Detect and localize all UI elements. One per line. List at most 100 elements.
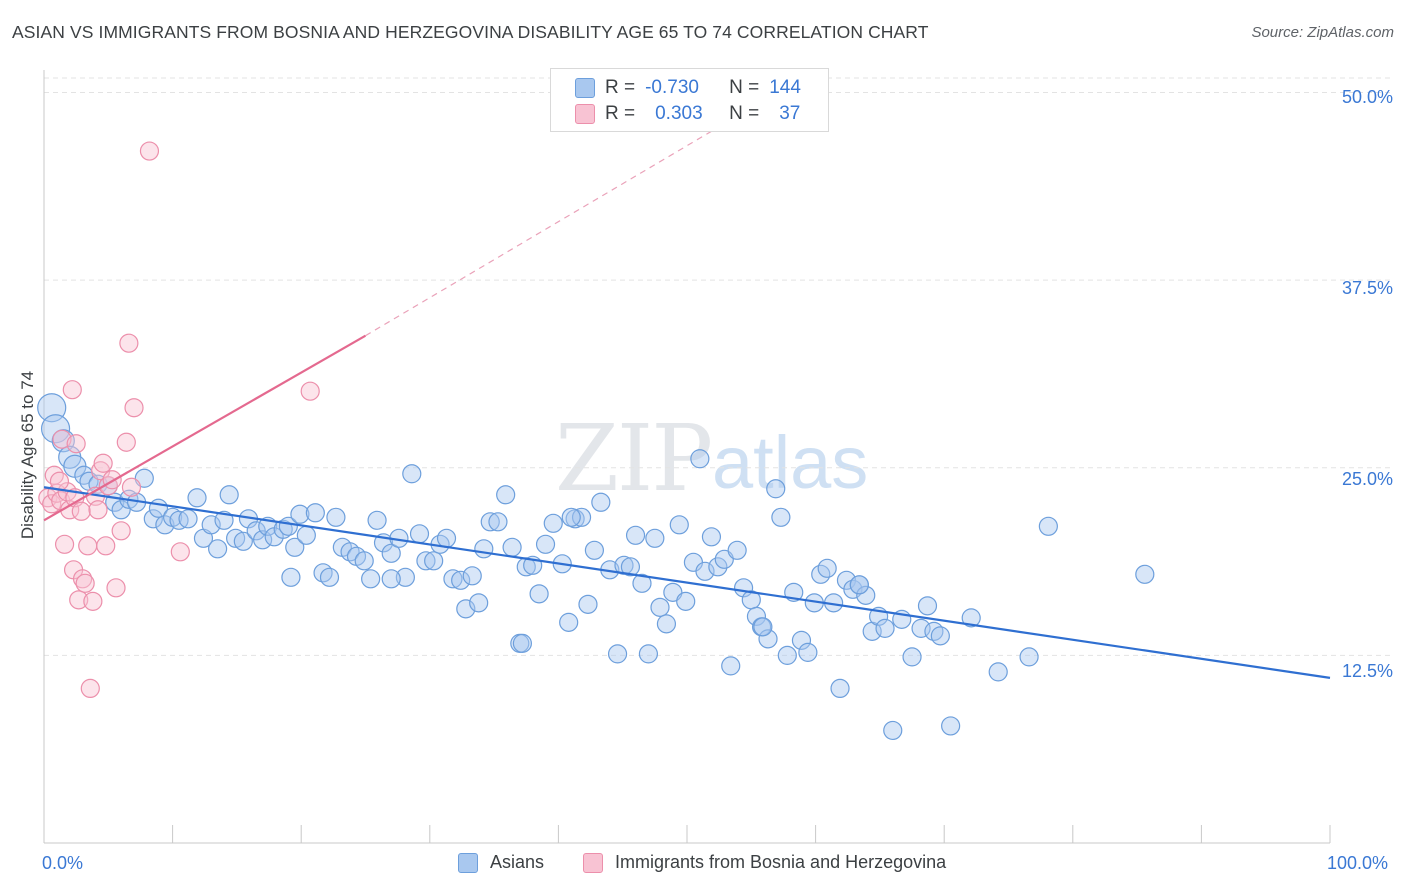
asians-point — [469, 593, 489, 613]
n-value: 144 — [769, 77, 801, 98]
asians-point — [326, 507, 346, 527]
y-axis-label: Disability Age 65 to 74 — [18, 370, 37, 540]
asians-point — [561, 507, 581, 527]
r-value: 0.303 — [655, 103, 703, 124]
asians-point — [512, 633, 532, 653]
asians-point — [502, 537, 522, 557]
asians-point — [771, 507, 791, 527]
legend-item-bosnia[interactable]: Immigrants from Bosnia and Herzegovina — [583, 852, 946, 873]
asians-point — [214, 510, 234, 530]
asians-point — [638, 644, 659, 664]
asians-point — [1135, 564, 1155, 584]
bosnia-trendline-extension — [365, 91, 778, 337]
legend-label: Asians — [490, 852, 545, 872]
asians-point — [361, 569, 381, 589]
r-value: -0.730 — [645, 77, 699, 98]
asians-point — [875, 618, 895, 638]
asians-point — [226, 528, 246, 548]
asians-point — [721, 656, 741, 676]
asians-point — [559, 612, 579, 632]
asians-point — [791, 630, 812, 650]
y-tick-label-50: 50.0% — [1341, 87, 1393, 107]
source-credit: Source: ZipAtlas.com — [1251, 24, 1394, 41]
asians-point — [178, 509, 198, 529]
asians-point — [187, 488, 207, 508]
r-label: R = — [605, 103, 636, 124]
bosnia-point — [66, 434, 86, 454]
asians-point — [111, 500, 131, 520]
stats-row-bosnia: R = 0.303 N = 37 — [575, 101, 800, 127]
asians-point — [607, 644, 628, 664]
chart-title: ASIAN VS IMMIGRANTS FROM BOSNIA AND HERZ… — [12, 22, 929, 42]
asians-point — [395, 567, 415, 587]
asians-point — [474, 539, 494, 559]
n-label: N = — [729, 77, 760, 98]
asians-point — [443, 569, 463, 589]
bosnia-point — [111, 521, 131, 541]
bosnia-point — [121, 477, 142, 497]
y-tick-label-12-5: 12.5% — [1341, 661, 1393, 681]
asians-legend-swatch — [458, 852, 478, 873]
asians-point — [436, 528, 457, 548]
asians-point — [777, 645, 797, 665]
asians-point — [402, 464, 422, 484]
asians-point — [817, 558, 837, 578]
bosnia-point — [69, 590, 89, 610]
bosnia-point — [88, 500, 108, 520]
bosnia-point — [52, 429, 72, 449]
asians-point — [917, 596, 938, 616]
bosnia-point — [78, 536, 98, 556]
asians-point — [290, 504, 310, 524]
asians-point — [319, 567, 340, 587]
n-value: 37 — [779, 103, 801, 124]
asians-point — [424, 551, 444, 571]
asians-point — [233, 531, 253, 551]
bosnia-point — [300, 381, 320, 401]
asians-point — [219, 485, 239, 505]
asians-point — [941, 716, 961, 736]
asians-point — [281, 567, 301, 587]
asians-point — [535, 534, 556, 554]
r-label: R = — [605, 77, 636, 98]
asians-point — [676, 591, 696, 611]
asians-point — [578, 594, 598, 614]
legend-label: Immigrants from Bosnia and Herzegovina — [615, 852, 947, 872]
asians-point — [584, 540, 605, 560]
asians-point — [571, 507, 592, 527]
bosnia-point — [139, 141, 160, 161]
x-tick-label-min: 0.0% — [42, 853, 84, 873]
asians-point — [543, 513, 563, 533]
asians-point — [669, 515, 689, 535]
asians-point — [496, 485, 516, 505]
asians-point — [798, 642, 818, 662]
bosnia-point — [75, 573, 95, 593]
asians-point — [40, 414, 71, 444]
bosnia-point — [102, 470, 122, 490]
legend-item-asians[interactable]: Asians — [458, 852, 544, 873]
bosnia-point — [106, 578, 126, 598]
asians-point — [961, 608, 981, 628]
asians-point — [591, 492, 611, 512]
asians-point — [488, 512, 508, 532]
bosnia-point — [116, 432, 136, 452]
asians-point — [727, 540, 747, 560]
asians-point — [902, 647, 922, 667]
asians-point — [753, 617, 773, 637]
watermark-atlas: atlas — [712, 421, 869, 504]
bosnia-point — [119, 333, 139, 353]
bosnia-point — [80, 678, 100, 699]
asians-point — [766, 479, 786, 499]
asians-point — [367, 510, 387, 530]
x-tick-label-max: 100.0% — [1327, 853, 1389, 873]
asians-point — [381, 543, 401, 563]
bosnia-point — [71, 501, 91, 521]
asians-point — [201, 515, 221, 535]
asians-point — [746, 606, 767, 626]
asians-point — [381, 569, 401, 589]
asians-point — [416, 551, 436, 571]
asians-point — [1019, 647, 1039, 667]
asians-point — [305, 503, 325, 523]
asians-point — [208, 539, 228, 559]
asians-point — [285, 537, 305, 557]
